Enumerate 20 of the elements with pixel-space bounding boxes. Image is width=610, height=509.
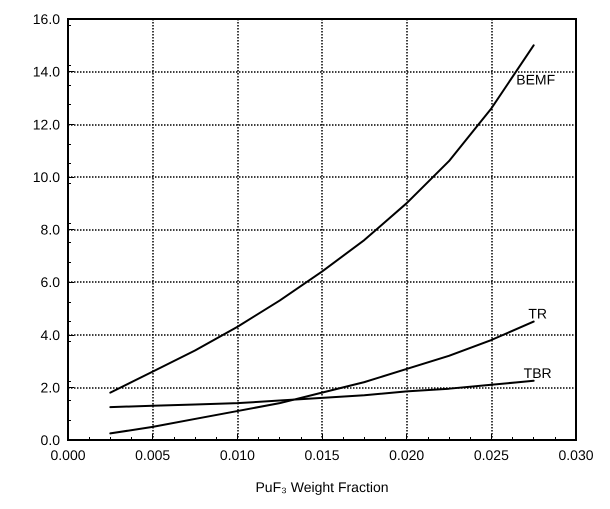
y-tick-label: 16.0 [32, 11, 60, 27]
y-tick-label: 8.0 [40, 222, 60, 238]
x-tick-label: 0.025 [474, 447, 510, 463]
y-tick-label: 2.0 [40, 379, 60, 396]
x-axis-title: PuF₃ Weight Fraction [255, 479, 389, 495]
series-label: TBR [524, 364, 552, 381]
x-tick-label: 0.010 [220, 447, 256, 463]
series-label: BEMF [516, 71, 556, 88]
y-tick-label: 10.0 [32, 168, 60, 185]
x-tick-label: 0.015 [304, 447, 340, 463]
x-tick-label: 0.005 [135, 447, 170, 463]
y-tick-label: 12.0 [32, 116, 60, 132]
x-tick-label: 0.000 [50, 447, 86, 463]
y-tick-label: 6.0 [40, 274, 60, 290]
y-tick-label: 0.0 [40, 432, 60, 448]
y-tick-label: 4.0 [40, 326, 60, 343]
x-tick-label: 0.030 [558, 447, 594, 463]
y-tick-label: 14.0 [32, 64, 60, 80]
x-tick-label: 0.020 [389, 447, 424, 463]
series-label: TR [528, 306, 548, 322]
